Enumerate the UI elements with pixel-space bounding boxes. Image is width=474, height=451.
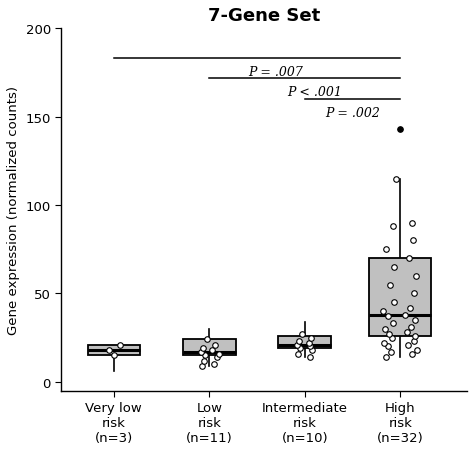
Point bbox=[387, 348, 394, 355]
Point bbox=[203, 336, 211, 343]
Text: P = .007: P = .007 bbox=[249, 66, 303, 79]
Y-axis label: Gene expression (normalized counts): Gene expression (normalized counts) bbox=[7, 86, 20, 334]
Point bbox=[407, 324, 415, 331]
Point bbox=[298, 331, 306, 338]
Point bbox=[200, 357, 207, 364]
Point bbox=[382, 246, 390, 253]
Bar bbox=[183, 340, 236, 355]
Point bbox=[295, 338, 303, 345]
Point bbox=[199, 345, 206, 352]
Point bbox=[388, 334, 395, 341]
Point bbox=[201, 352, 209, 359]
Point bbox=[396, 126, 404, 133]
Point bbox=[412, 332, 419, 340]
Point bbox=[305, 340, 312, 347]
Point bbox=[413, 272, 420, 280]
Point bbox=[197, 348, 204, 355]
Point bbox=[308, 334, 315, 341]
Bar bbox=[279, 336, 331, 349]
Point bbox=[381, 326, 389, 333]
Title: 7-Gene Set: 7-Gene Set bbox=[208, 7, 320, 25]
Point bbox=[385, 331, 392, 338]
Point bbox=[392, 175, 400, 183]
Point bbox=[379, 308, 387, 315]
Point bbox=[384, 343, 392, 350]
Point bbox=[215, 350, 223, 357]
Point bbox=[382, 354, 390, 361]
Point bbox=[390, 299, 397, 306]
Point bbox=[408, 350, 416, 357]
Point bbox=[198, 363, 205, 370]
Point bbox=[384, 313, 392, 320]
Point bbox=[209, 347, 216, 354]
Point bbox=[389, 320, 396, 327]
Point bbox=[105, 347, 113, 354]
Point bbox=[389, 223, 396, 230]
Point bbox=[210, 361, 218, 368]
Point bbox=[293, 341, 301, 349]
Point bbox=[410, 290, 418, 297]
Bar bbox=[88, 345, 140, 355]
Point bbox=[380, 340, 388, 347]
Point bbox=[391, 264, 398, 271]
Point bbox=[211, 341, 219, 349]
Point bbox=[410, 338, 418, 345]
Point bbox=[309, 347, 316, 354]
Point bbox=[411, 317, 419, 324]
Point bbox=[296, 345, 304, 352]
Point bbox=[405, 255, 412, 262]
Point bbox=[294, 350, 302, 357]
Point bbox=[414, 347, 421, 354]
Point bbox=[110, 352, 118, 359]
Point bbox=[116, 341, 123, 349]
Bar bbox=[369, 258, 431, 336]
Point bbox=[386, 281, 393, 289]
Point bbox=[406, 304, 413, 312]
Point bbox=[307, 343, 314, 350]
Text: P < .001: P < .001 bbox=[287, 86, 342, 99]
Point bbox=[404, 341, 411, 349]
Point bbox=[306, 354, 313, 361]
Point bbox=[401, 311, 409, 318]
Point bbox=[403, 329, 410, 336]
Point bbox=[408, 220, 416, 227]
Point bbox=[213, 354, 221, 361]
Point bbox=[409, 237, 417, 244]
Text: P = .002: P = .002 bbox=[325, 107, 380, 120]
